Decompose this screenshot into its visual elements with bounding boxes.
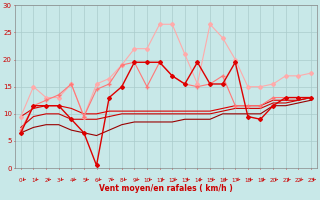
X-axis label: Vent moyen/en rafales ( km/h ): Vent moyen/en rafales ( km/h ) [99,184,233,193]
